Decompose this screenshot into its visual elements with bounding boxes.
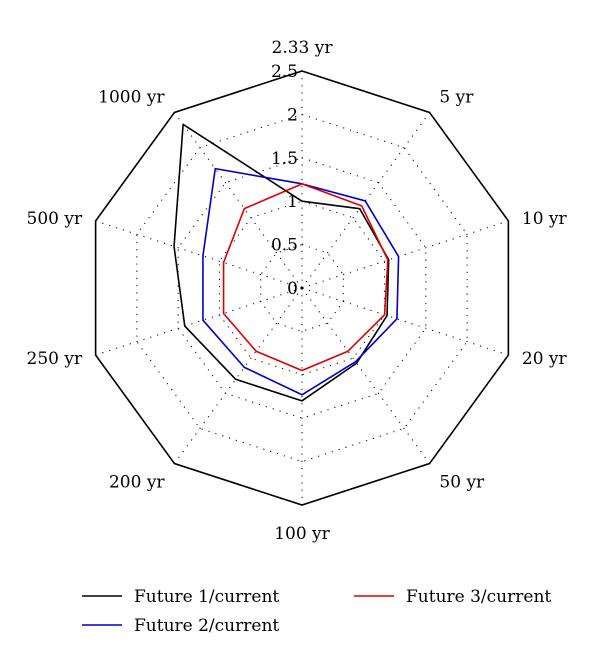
r-tick-label: 2: [287, 105, 298, 125]
series-line-2: [202, 167, 400, 396]
grid-spoke-9: [174, 112, 303, 289]
category-label: 10 yr: [522, 209, 568, 229]
grid-spoke-1: [301, 112, 430, 289]
category-label: 20 yr: [522, 349, 568, 369]
radial-tick-labels: 0 0.5 1 1.5 2 2.5: [271, 62, 298, 299]
category-label: 200 yr: [109, 473, 165, 493]
legend-label-future-1: Future 1/current: [134, 587, 279, 607]
category-label: 50 yr: [439, 473, 485, 493]
legend-label-future-3: Future 3/current: [406, 587, 551, 607]
grid-spoke-7: [95, 287, 303, 356]
series-line-3: [222, 183, 389, 372]
r-tick-label: 0.5: [271, 236, 298, 256]
category-label: 1000 yr: [98, 87, 165, 107]
category-label: 500 yr: [27, 209, 83, 229]
center-point: [300, 286, 304, 290]
grid-spoke-6: [174, 287, 303, 464]
r-tick-label: 0: [287, 279, 298, 299]
r-tick-label: 1: [287, 192, 298, 212]
category-label: 2.33 yr: [272, 38, 334, 58]
grid-spoke-8: [95, 220, 303, 289]
grid-ring-3: [177, 157, 427, 419]
series-lines: [173, 123, 400, 402]
grid-spoke-4: [301, 287, 430, 464]
grid-spoke-3: [301, 287, 509, 356]
r-tick-label: 1.5: [271, 149, 298, 169]
legend-label-future-2: Future 2/current: [134, 616, 279, 636]
legend: Future 1/current Future 2/current Future…: [82, 587, 551, 636]
grid-spoke-2: [301, 220, 509, 289]
category-label: 250 yr: [27, 349, 83, 369]
grid-outer-ring: [94, 70, 510, 506]
category-label: 5 yr: [439, 87, 474, 107]
radar-grid: [94, 70, 510, 506]
grid-ring-1: [260, 244, 344, 332]
r-tick-label: 2.5: [271, 62, 298, 82]
category-label: 100 yr: [274, 524, 330, 544]
